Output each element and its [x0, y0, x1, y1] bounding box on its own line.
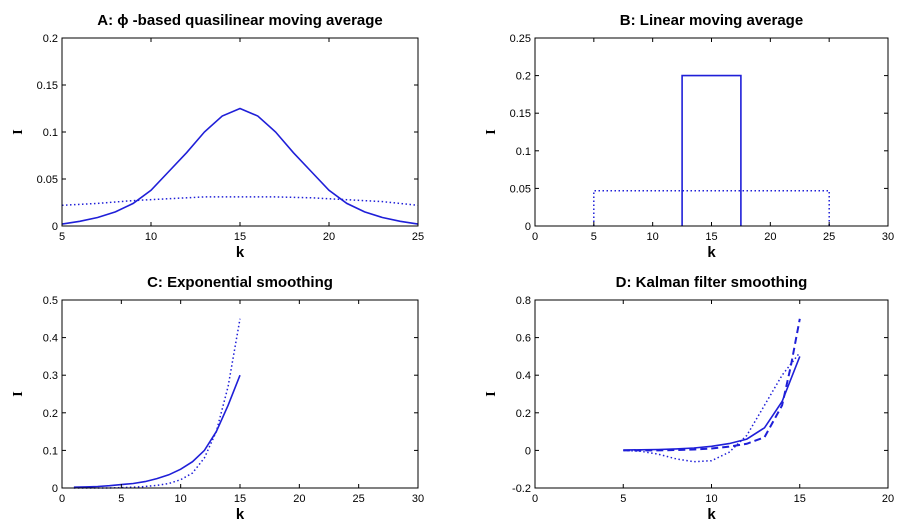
plot-area: [535, 300, 888, 488]
series-line-solid: [681, 74, 742, 226]
y-axis-label: I: [11, 391, 26, 396]
y-tick-label: 0.15: [510, 108, 531, 120]
x-tick-label: 25: [353, 493, 365, 505]
y-tick-label: 0.4: [516, 370, 531, 382]
series-line-solid: [623, 356, 801, 451]
y-tick-label: 0.4: [43, 333, 58, 345]
chart-title: B: Linear moving average: [620, 12, 803, 29]
x-tick-label: 5: [620, 493, 626, 505]
y-tick-label: 0.2: [43, 33, 58, 45]
y-tick-label: 0.2: [516, 71, 531, 83]
x-tick-label: 30: [412, 493, 424, 505]
x-tick-label: 25: [412, 231, 424, 243]
chart-title: D: Kalman filter smoothing: [616, 274, 808, 291]
x-tick-label: 20: [323, 231, 335, 243]
series-line-solid: [61, 107, 419, 225]
x-tick-label: 20: [764, 231, 776, 243]
y-tick-label: 0: [525, 221, 531, 233]
y-axis-label: I: [484, 391, 499, 396]
x-axis-label: k: [236, 506, 245, 523]
y-tick-label: 0.1: [43, 445, 58, 457]
y-tick-label: 0.15: [37, 80, 58, 92]
y-tick-label: 0: [52, 483, 58, 495]
chart-title: C: Exponential smoothing: [147, 274, 333, 291]
series-line-solid: [73, 374, 241, 488]
y-tick-label: 0: [525, 445, 531, 457]
plot-area: [535, 38, 888, 226]
x-tick-label: 25: [823, 231, 835, 243]
x-tick-label: 30: [882, 231, 894, 243]
plot-area: [62, 300, 418, 488]
x-tick-label: 20: [293, 493, 305, 505]
y-tick-label: 0.25: [510, 33, 531, 45]
x-tick-label: 5: [59, 231, 65, 243]
x-tick-label: 15: [234, 231, 246, 243]
x-tick-label: 10: [145, 231, 157, 243]
x-tick-label: 5: [591, 231, 597, 243]
y-tick-label: 0.2: [516, 408, 531, 420]
y-axis-label: I: [11, 129, 26, 134]
x-axis-label: k: [236, 244, 245, 261]
y-tick-label: 0.3: [43, 370, 58, 382]
y-tick-label: 0.05: [510, 183, 531, 195]
panel-c: 0 5 10 15 20 25 30 0 0.1 0.2 0.3 0.4 0.5 C: Exponenti…: [11, 274, 424, 523]
x-axis-label: k: [707, 244, 716, 261]
y-tick-label: 0.2: [43, 408, 58, 420]
x-tick-label: 0: [532, 231, 538, 243]
y-tick-label: 0.5: [43, 295, 58, 307]
x-axis-label: k: [707, 506, 716, 523]
x-tick-label: 5: [118, 493, 124, 505]
panel-b: 0 5 10 15 20 25 30 0 0.05 0.1 0.15 0.2 0.25 B: Linear…: [484, 12, 894, 261]
y-tick-label: -0.2: [512, 483, 531, 495]
series-line-dotted: [593, 189, 830, 226]
y-axis-label: I: [484, 129, 499, 134]
y-tick-label: 0.05: [37, 174, 58, 186]
x-tick-label: 20: [882, 493, 894, 505]
y-tick-label: 0.1: [516, 146, 531, 158]
y-tick-label: 0: [52, 221, 58, 233]
x-tick-label: 15: [794, 493, 806, 505]
plot-area: [62, 38, 418, 226]
x-tick-label: 15: [705, 231, 717, 243]
series-line-dotted: [623, 352, 801, 463]
panel-a: 5 10 15 20 25 0 0.05 0.1 0.15 0.2 A: ϕ -based quas…: [11, 12, 424, 261]
series-line-dotted: [61, 196, 419, 207]
x-tick-label: 0: [59, 493, 65, 505]
x-tick-label: 10: [705, 493, 717, 505]
y-tick-label: 0.6: [516, 333, 531, 345]
chart-title: A: ϕ -based quasilinear moving average: [97, 12, 383, 29]
panel-d: 0 5 10 15 20-0.200.20.40.60.8D: Kalman filte…: [484, 274, 894, 523]
x-tick-label: 15: [234, 493, 246, 505]
y-tick-label: 0.1: [43, 127, 58, 139]
x-tick-label: 0: [532, 493, 538, 505]
x-tick-label: 10: [647, 231, 659, 243]
y-tick-label: 0.8: [516, 295, 531, 307]
x-tick-label: 10: [175, 493, 187, 505]
